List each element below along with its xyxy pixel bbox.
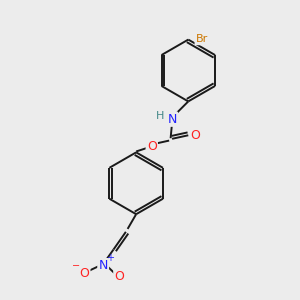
Text: O: O: [114, 269, 124, 283]
Text: −: −: [72, 261, 80, 271]
Text: Br: Br: [196, 34, 208, 44]
Text: +: +: [106, 253, 114, 263]
Text: N: N: [167, 112, 177, 126]
Text: O: O: [147, 140, 157, 153]
Text: H: H: [155, 111, 164, 121]
Text: O: O: [190, 129, 200, 142]
Text: N: N: [98, 259, 108, 272]
Text: O: O: [80, 268, 89, 281]
